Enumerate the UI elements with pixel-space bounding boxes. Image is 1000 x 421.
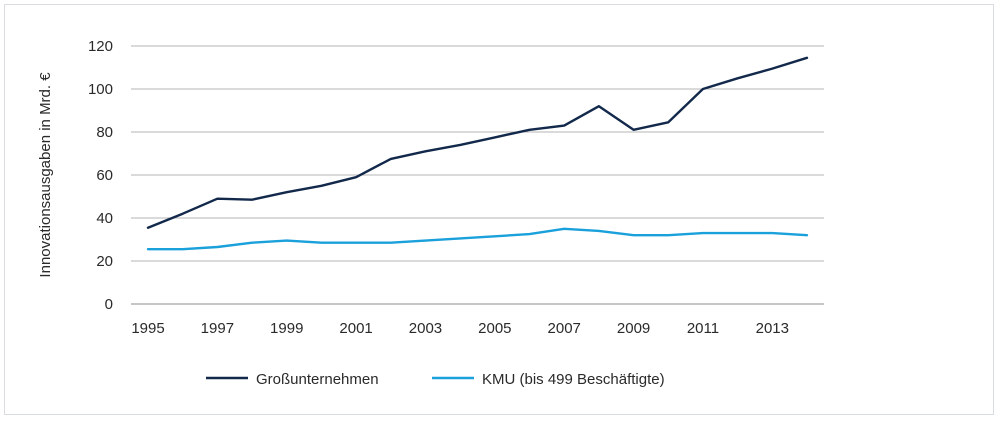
x-tick-label: 2011 [687,320,719,337]
y-tick-label: 60 [96,167,113,184]
y-axis-ticks: 0 20 40 60 80 100 120 [88,38,113,313]
x-tick-label: 1997 [201,320,234,337]
x-tick-label: 2001 [339,320,372,337]
x-tick-label: 1995 [131,320,164,337]
x-tick-label: 2007 [548,320,581,337]
series-lines [146,56,809,251]
y-tick-label: 80 [96,124,113,141]
y-tick-label: 40 [96,210,113,227]
x-tick-label: 1999 [270,320,303,337]
y-tick-label: 20 [96,253,113,270]
legend-label-kmu: KMU (bis 499 Beschäftigte) [482,371,665,388]
y-tick-label: 0 [105,296,113,313]
y-tick-label: 100 [88,81,113,98]
y-axis-label: Innovationsausgaben in Mrd. € [37,72,54,278]
x-axis-ticks: 1995 1997 1999 2001 2003 2005 2007 2009 2011 2013 [131,320,789,337]
legend-label-grossunternehmen: Großunternehmen [256,371,379,388]
legend: Großunternehmen KMU (bis 499 Beschäftigt… [206,371,665,388]
series-line-grossunternehmen [146,56,809,229]
gridlines [131,45,824,305]
x-tick-label: 2005 [478,320,511,337]
series-line-kmu [146,227,809,251]
y-tick-label: 120 [88,38,113,55]
chart-frame [4,4,994,415]
x-tick-label: 2013 [756,320,789,337]
x-tick-label: 2009 [617,320,650,337]
x-tick-label: 2003 [409,320,442,337]
